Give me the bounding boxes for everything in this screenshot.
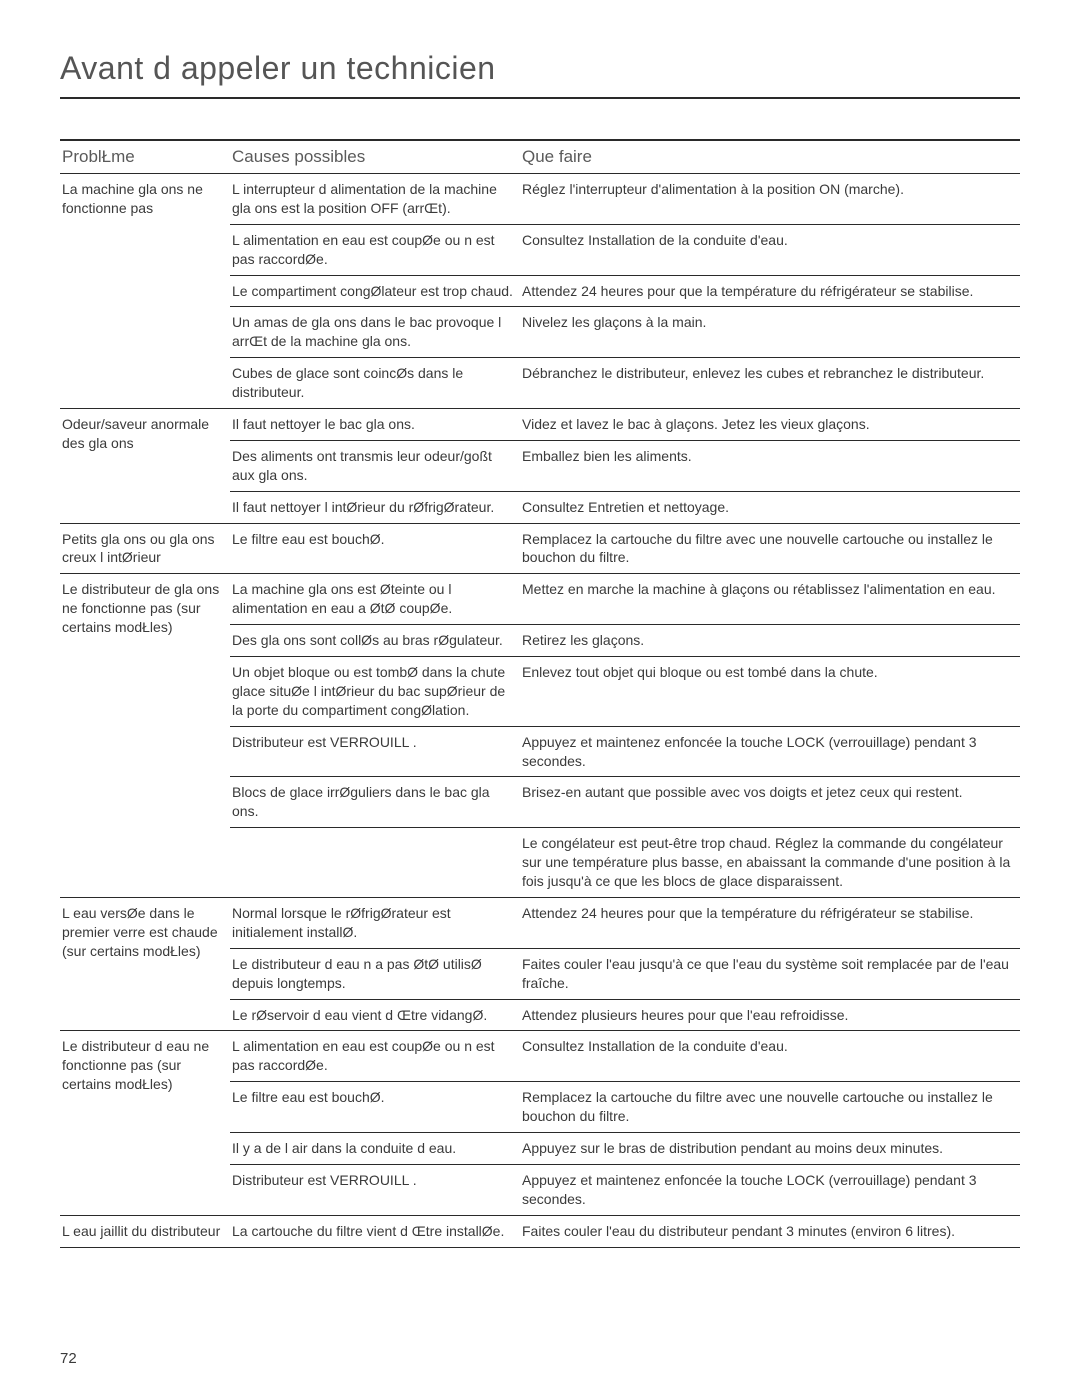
table-row: La machine gla ons ne fonctionne pasL in…: [60, 174, 1020, 225]
problem-cell: La machine gla ons ne fonctionne pas: [60, 174, 230, 409]
action-cell: Retirez les glaçons.: [520, 625, 1020, 657]
cause-cell: Le rØservoir d eau vient d Œtre vidangØ.: [230, 999, 520, 1031]
action-cell: Emballez bien les aliments.: [520, 440, 1020, 491]
table-row: Petits gla ons ou gla ons creux l intØri…: [60, 523, 1020, 574]
problem-cell: Le distributeur de gla ons ne fonctionne…: [60, 574, 230, 898]
action-cell: Consultez Installation de la conduite d'…: [520, 224, 1020, 275]
problem-cell: L eau versØe dans le premier verre est c…: [60, 897, 230, 1030]
cause-cell: Cubes de glace sont coincØs dans le dist…: [230, 358, 520, 409]
cause-cell: Il y a de l air dans la conduite d eau.: [230, 1132, 520, 1164]
action-cell: Remplacez la cartouche du filtre avec un…: [520, 1082, 1020, 1133]
cause-cell: Normal lorsque le rØfrigØrateur est init…: [230, 897, 520, 948]
page-title: Avant d appeler un technicien: [60, 50, 1020, 99]
troubleshooting-table: ProblŁme Causes possibles Que faire La m…: [60, 139, 1020, 1248]
action-cell: Attendez 24 heures pour que la températu…: [520, 897, 1020, 948]
cause-cell: Distributeur est VERROUILL .: [230, 726, 520, 777]
table-header-row: ProblŁme Causes possibles Que faire: [60, 140, 1020, 174]
cause-cell: Distributeur est VERROUILL .: [230, 1164, 520, 1215]
table-row: Le distributeur de gla ons ne fonctionne…: [60, 574, 1020, 625]
action-cell: Faites couler l'eau du distributeur pend…: [520, 1215, 1020, 1247]
cause-cell: Il faut nettoyer le bac gla ons.: [230, 409, 520, 441]
action-cell: Attendez 24 heures pour que la températu…: [520, 275, 1020, 307]
cause-cell: La machine gla ons est Øteinte ou l alim…: [230, 574, 520, 625]
manual-page: Avant d appeler un technicien ProblŁme C…: [0, 0, 1080, 1397]
action-cell: Consultez Entretien et nettoyage.: [520, 491, 1020, 523]
cause-cell: Il faut nettoyer l intØrieur du rØfrigØr…: [230, 491, 520, 523]
action-cell: Mettez en marche la machine à glaçons ou…: [520, 574, 1020, 625]
cause-cell: Le compartiment congØlateur est trop cha…: [230, 275, 520, 307]
problem-cell: Le distributeur d eau ne fonctionne pas …: [60, 1031, 230, 1215]
problem-cell: Petits gla ons ou gla ons creux l intØri…: [60, 523, 230, 574]
action-cell: Réglez l'interrupteur d'alimentation à l…: [520, 174, 1020, 225]
cause-cell: L alimentation en eau est coupØe ou n es…: [230, 224, 520, 275]
cause-cell: L alimentation en eau est coupØe ou n es…: [230, 1031, 520, 1082]
col-header-cause: Causes possibles: [230, 140, 520, 174]
cause-cell: Le distributeur d eau n a pas ØtØ utilis…: [230, 948, 520, 999]
table-row: L eau jaillit du distributeurLa cartouch…: [60, 1215, 1020, 1247]
action-cell: Faites couler l'eau jusqu'à ce que l'eau…: [520, 948, 1020, 999]
cause-cell: Un amas de gla ons dans le bac provoque …: [230, 307, 520, 358]
cause-cell: Des gla ons sont collØs au bras rØgulate…: [230, 625, 520, 657]
col-header-action: Que faire: [520, 140, 1020, 174]
cause-cell: Un objet bloque ou est tombØ dans la chu…: [230, 657, 520, 727]
cause-cell: La cartouche du filtre vient d Œtre inst…: [230, 1215, 520, 1247]
action-cell: Consultez Installation de la conduite d'…: [520, 1031, 1020, 1082]
col-header-problem: ProblŁme: [60, 140, 230, 174]
action-cell: Le congélateur est peut-être trop chaud.…: [520, 828, 1020, 898]
action-cell: Débranchez le distributeur, enlevez les …: [520, 358, 1020, 409]
problem-cell: Odeur/saveur anormale des gla ons: [60, 409, 230, 524]
action-cell: Attendez plusieurs heures pour que l'eau…: [520, 999, 1020, 1031]
action-cell: Enlevez tout objet qui bloque ou est tom…: [520, 657, 1020, 727]
table-body: La machine gla ons ne fonctionne pasL in…: [60, 174, 1020, 1248]
action-cell: Appuyez et maintenez enfoncée la touche …: [520, 1164, 1020, 1215]
cause-cell: Le filtre eau est bouchØ.: [230, 1082, 520, 1133]
action-cell: Remplacez la cartouche du filtre avec un…: [520, 523, 1020, 574]
cause-cell: Le filtre eau est bouchØ.: [230, 523, 520, 574]
action-cell: Brisez-en autant que possible avec vos d…: [520, 777, 1020, 828]
cause-cell: [230, 828, 520, 898]
cause-cell: L interrupteur d alimentation de la mach…: [230, 174, 520, 225]
action-cell: Appuyez sur le bras de distribution pend…: [520, 1132, 1020, 1164]
action-cell: Nivelez les glaçons à la main.: [520, 307, 1020, 358]
cause-cell: Blocs de glace irrØguliers dans le bac g…: [230, 777, 520, 828]
table-row: Odeur/saveur anormale des gla onsIl faut…: [60, 409, 1020, 441]
action-cell: Videz et lavez le bac à glaçons. Jetez l…: [520, 409, 1020, 441]
action-cell: Appuyez et maintenez enfoncée la touche …: [520, 726, 1020, 777]
problem-cell: L eau jaillit du distributeur: [60, 1215, 230, 1247]
table-row: Le distributeur d eau ne fonctionne pas …: [60, 1031, 1020, 1082]
table-row: L eau versØe dans le premier verre est c…: [60, 897, 1020, 948]
cause-cell: Des aliments ont transmis leur odeur/goß…: [230, 440, 520, 491]
page-number: 72: [60, 1350, 77, 1367]
